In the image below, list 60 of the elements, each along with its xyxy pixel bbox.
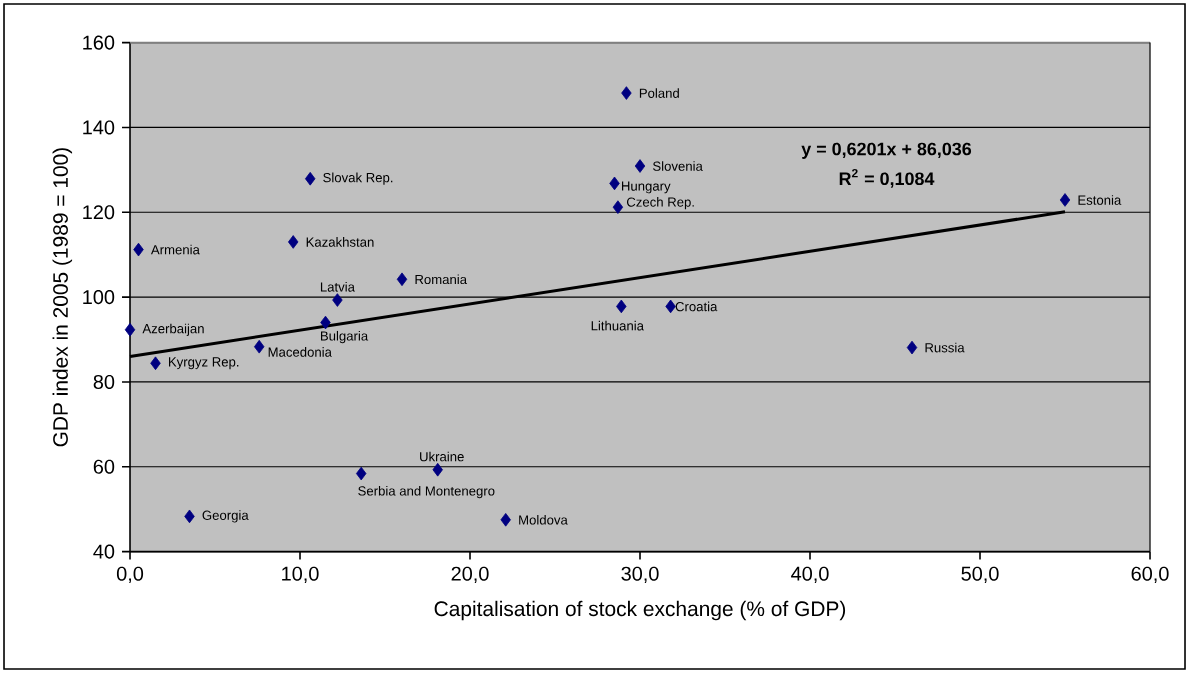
- series-label: Macedonia: [268, 347, 332, 357]
- series-label: Slovak Rep.: [323, 172, 393, 185]
- series-label: Bulgaria: [321, 330, 369, 344]
- x-tick-label: 50,0: [961, 566, 999, 584]
- point: [396, 272, 408, 287]
- series-label: Poland: [639, 88, 679, 98]
- point: [500, 512, 511, 527]
- x-tick-label: 20,0: [451, 566, 489, 584]
- point: [1059, 193, 1071, 207]
- series-label: Ukraine: [420, 451, 464, 462]
- y-tick-label: 160: [83, 35, 115, 50]
- point: [616, 299, 627, 314]
- point: [906, 340, 918, 355]
- point: [356, 466, 367, 481]
- series-label: Moldova: [519, 514, 568, 525]
- y-tick-label: 100: [83, 290, 115, 305]
- series-label: Croatia: [675, 301, 718, 312]
- point: [612, 200, 624, 214]
- x-tick-label: 40,0: [791, 566, 829, 584]
- series-label: Latvia: [320, 282, 355, 292]
- point: [133, 242, 144, 257]
- series-label: Kazakhstan: [306, 237, 374, 247]
- x-tick-label: 30,0: [621, 566, 659, 584]
- point: [432, 462, 443, 477]
- y-tick-label: 80: [93, 374, 115, 389]
- point: [124, 322, 136, 337]
- annotation: R$^{2}$ = 0,1084: [839, 168, 935, 188]
- series-label: Serbia and Montenegro: [358, 485, 495, 499]
- series-label: Slovenia: [653, 161, 703, 171]
- annotation: y = 0,6201x + 86,036: [801, 142, 972, 159]
- series-label: Lithuania: [591, 320, 644, 331]
- series-label: Armenia: [150, 244, 200, 255]
- y-tick-label: 140: [83, 120, 115, 135]
- series-label: Russia: [925, 342, 965, 353]
- point: [184, 509, 195, 524]
- point: [288, 235, 299, 249]
- series-label: Estonia: [1078, 195, 1122, 205]
- point: [665, 299, 676, 314]
- y-tick-label: 120: [83, 205, 115, 220]
- series-label: Georgia: [202, 510, 249, 523]
- point: [320, 315, 331, 330]
- y-tick-label: 40: [93, 544, 115, 559]
- x-tick-label: 10,0: [282, 566, 319, 584]
- x-tick-label: 60,0: [1131, 566, 1169, 584]
- point: [634, 159, 646, 173]
- y-tick-label: 60: [93, 459, 115, 474]
- series-label: Azerbaijan: [142, 323, 204, 336]
- x-tick-label: 0,0: [116, 566, 144, 584]
- x-axis-title: Capitalisation of stock exchange (% of GDP): [434, 600, 846, 621]
- point: [621, 86, 632, 100]
- point: [332, 293, 343, 307]
- y-axis-title: GDP index in 2005 (1989 = 100): [52, 148, 73, 447]
- series-label: Romania: [415, 274, 468, 285]
- series-label: Czech Rep.: [626, 197, 694, 210]
- point: [609, 176, 620, 191]
- point: [254, 339, 265, 354]
- series-label: Kyrgyz Rep.: [169, 357, 239, 370]
- series-label: Hungary: [622, 181, 671, 194]
- point: [305, 171, 316, 186]
- point: [150, 356, 161, 371]
